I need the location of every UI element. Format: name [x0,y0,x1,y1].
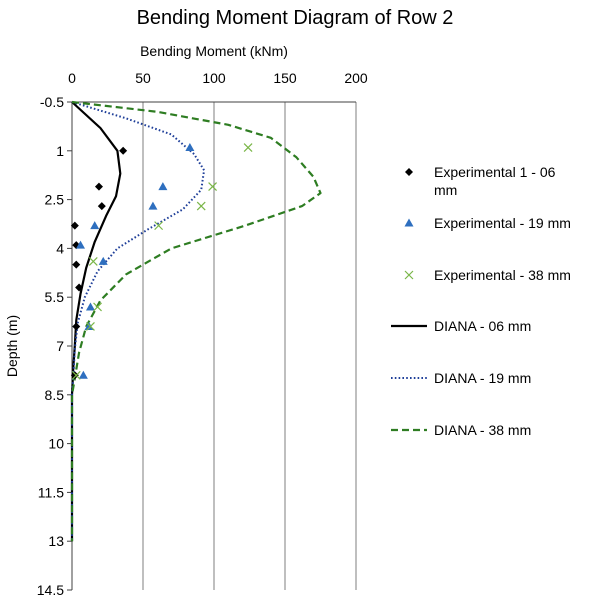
data-point-experimental-19-mm [76,240,86,249]
y-tick-label: 5.5 [45,289,65,305]
data-point-experimental-1-06-mm [97,202,106,211]
y-tick-label: 13 [48,533,64,549]
x-tick-label: 150 [273,70,297,86]
y-tick-labels: -0.5 1 2.5 4 5.5 7 8.5 10 11.5 13 14.5 [37,94,64,598]
data-point-experimental-38-mm [86,322,95,331]
data-point-experimental-1-06-mm [72,322,81,331]
data-point-experimental-19-mm [98,256,108,265]
data-point-experimental-38-mm [93,302,102,312]
legend: Experimental 1 - 06 mm Experimental - 19 m… [391,164,571,438]
legend-label-line: Experimental 1 - 06 [434,164,556,180]
legend-item-experimental-19-mm: Experimental - 19 mm [404,215,571,231]
data-point-experimental-19-mm [85,302,95,311]
legend-label-line: mm [434,182,457,198]
y-tick-label: 1 [56,143,64,159]
x-tick-label: 200 [344,70,368,86]
data-point-experimental-19-mm [148,201,158,210]
data-point-experimental-1-06-mm [75,283,84,292]
y-tick-label: 11.5 [38,484,64,500]
plot-area [70,100,322,542]
y-tick-label: 7 [56,338,64,354]
data-point-experimental-38-mm [88,256,98,266]
y-tick-label: 4 [56,240,64,256]
y-axis-title: Depth (m) [4,315,20,377]
y-tick-label: 2.5 [45,192,65,208]
data-point-experimental-38-mm [208,182,218,192]
legend-label: Experimental - 19 mm [434,215,571,231]
grid-lines [142,102,357,590]
data-point-experimental-38-mm [71,370,81,380]
legend-label: DIANA - 38 mm [434,422,531,438]
y-tick-label: 14.5 [37,582,64,598]
legend-label: DIANA - 19 mm [434,370,531,386]
legend-marker [405,168,413,176]
legend-item-diana-19-mm: DIANA - 19 mm [391,370,531,386]
y-tick-label: 10 [48,436,64,452]
x-tick-label: 100 [202,70,226,86]
legend-label: Experimental - 38 mm [434,267,571,283]
legend-marker [404,218,414,227]
legend-item-experimental-38-mm: Experimental - 38 mm [404,267,571,283]
x-tick-labels: 0 50 100 150 200 [68,70,368,86]
x-tick-label: 50 [135,70,151,86]
legend-marker [404,270,414,280]
chart-title: Bending Moment Diagram of Row 2 [137,7,454,29]
legend-item-diana-06-mm: DIANA - 06 mm [391,318,531,334]
legend-label: DIANA - 06 mm [434,318,531,334]
series-line-diana-38-mm [70,100,322,542]
series-line-diana-06-mm [70,101,122,542]
data-point-experimental-38-mm [154,221,164,231]
y-tick-label: 8.5 [45,387,65,403]
x-axis-title: Bending Moment (kNm) [140,43,288,59]
data-point-experimental-38-mm [243,143,253,152]
data-point-experimental-1-06-mm [72,260,81,269]
y-tick-label: -0.5 [40,94,64,110]
data-point-experimental-1-06-mm [94,182,103,191]
data-point-experimental-19-mm [158,182,168,191]
data-point-experimental-1-06-mm [70,371,79,380]
data-point-experimental-19-mm [185,143,195,152]
legend-label: Experimental 1 - 06 mm [434,164,556,198]
data-point-experimental-19-mm [78,370,88,379]
data-point-experimental-19-mm [90,221,100,230]
series-line-diana-19-mm [71,101,206,542]
data-point-experimental-38-mm [196,201,206,211]
legend-item-diana-38-mm: DIANA - 38 mm [391,422,531,438]
legend-item-experimental-1-06-mm: Experimental 1 - 06 mm [405,164,556,198]
x-tick-label: 0 [68,70,76,86]
data-point-experimental-1-06-mm [70,221,79,230]
data-point-experimental-1-06-mm [119,146,128,155]
